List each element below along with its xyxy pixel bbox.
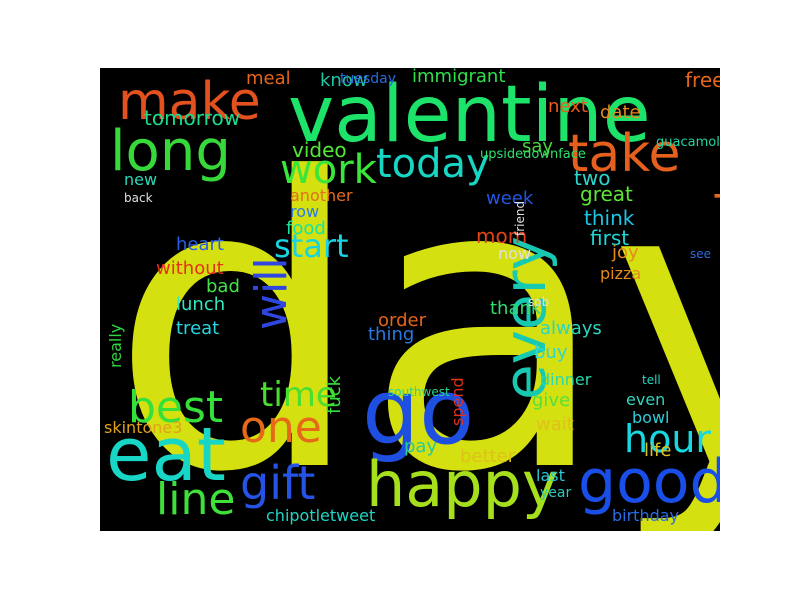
word-immigrant: immigrant [412,68,506,87]
word-sob: sob [528,295,550,309]
word-work: work [280,147,377,193]
word-wait: wait [536,414,574,435]
word-week: week [486,188,534,209]
word-video: video [292,138,347,162]
word-another: another [290,186,353,205]
word-always: always [540,318,602,339]
word-know: know [320,70,368,91]
word-one: one [240,402,322,453]
word-thing: thing [368,324,415,345]
word-guacamole: guacamole [656,135,720,150]
word-start: start [274,227,349,265]
word-new: new [124,170,158,189]
word-tuesday: tuesday [340,71,397,87]
word-good: good [578,447,720,517]
word-take: take [568,124,681,184]
word-pizza: pizza [600,264,642,283]
word-next: next [548,96,588,117]
word-dinner: dinner [540,370,592,389]
word-free: free [685,68,720,92]
word-happy: happy [366,448,559,521]
word-bad: bad [206,276,240,297]
word-tell: tell [642,373,661,387]
word-date: date [600,102,641,123]
word-food: food [286,218,326,239]
word-year: year [540,485,572,501]
word-birthday: birthday [612,506,680,525]
word-thank: thank [490,298,542,319]
word-row: row [290,202,320,221]
word-time: time [260,375,337,415]
word-spend: spend [448,377,467,426]
word-lunch: lunch [176,294,226,315]
word-pay: pay [404,436,438,457]
word-cloud: day valentine go eat make long take happ… [100,68,720,531]
word-heart: heart [176,234,224,255]
word-better: better [460,446,516,467]
word-last: last [536,466,565,485]
word-long: long [110,119,231,184]
word-card: card [709,190,720,278]
word-first: first [590,226,630,250]
word-hour: hour [624,417,712,461]
word-really: really [106,323,125,368]
word-tomorrow: tomorrow [144,106,241,130]
word-gift: gift [240,456,316,510]
word-even: even [626,390,666,409]
word-without: without [156,258,224,279]
word-upsidedownface: upsidedownface [480,147,586,162]
word-back: back [124,191,153,205]
word-day: day [110,95,720,531]
word-line: line [156,474,236,525]
word-joy: joy [612,242,639,263]
word-meal: meal [246,68,291,89]
word-best: best [128,382,224,433]
word-make: make [118,72,261,132]
word-see: see [690,247,712,261]
word-skintone3: skintone3 [104,418,183,437]
word-southwest: southwest [388,385,450,399]
word-mom: mom [476,224,528,248]
word-buy: buy [534,342,568,363]
word-think: think [584,206,635,230]
word-today: today [376,141,490,187]
word-go: go [362,360,475,465]
word-give: give [532,390,571,411]
word-life: life [644,440,672,461]
word-will: will [246,257,297,330]
word-bowl: bowl [632,408,670,427]
word-valentine: valentine [288,70,651,160]
word-say: say [522,136,554,157]
word-now: now [498,244,532,263]
word-fuck: fuck [324,375,345,414]
word-great: great [580,182,633,206]
word-chipotletweet: chipotletweet [266,506,376,525]
word-eat: eat [106,412,226,498]
word-friend: friend [513,200,527,236]
word-two: two [574,166,611,190]
word-order: order [378,310,426,331]
word-treat: treat [176,318,220,339]
